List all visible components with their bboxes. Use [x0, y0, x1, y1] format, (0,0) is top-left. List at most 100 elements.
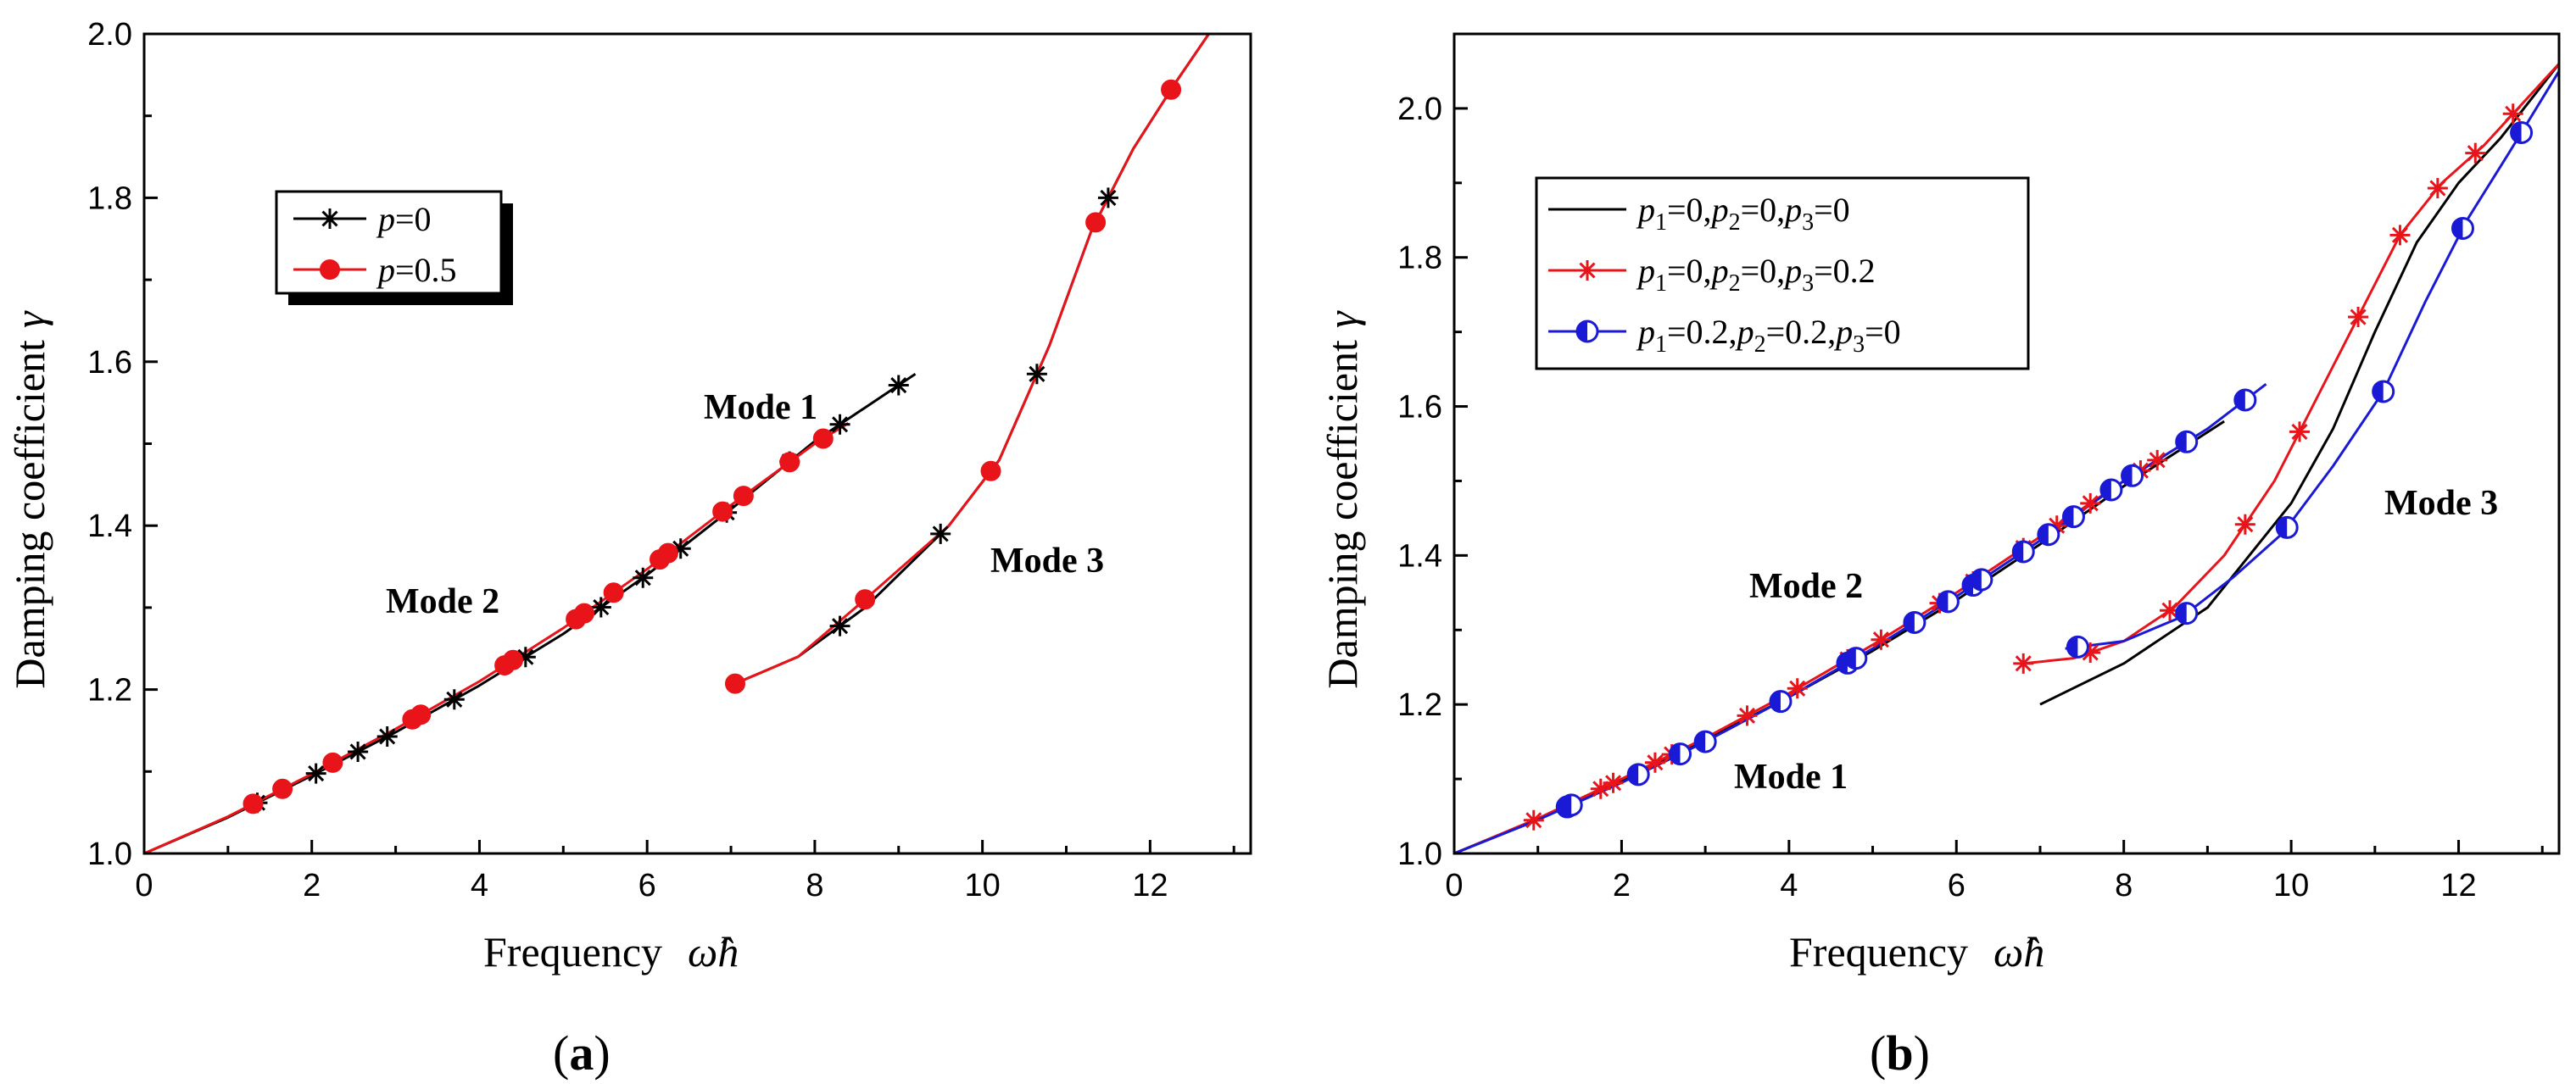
- b-series-3-point-8: [2465, 142, 2486, 164]
- b-series-4-point-15: [2099, 478, 2123, 502]
- b-y-tick-label-0: 1.0: [1397, 837, 1442, 872]
- a-series-1-point-2: [1026, 364, 1047, 385]
- a-series-3-point-1: [855, 589, 876, 610]
- a-x-tick-label-1: 2: [303, 868, 321, 903]
- legend-a-marker-1: [320, 259, 340, 280]
- a-series-3-point-2: [980, 460, 1001, 481]
- b-series-4-point-16: [2121, 464, 2144, 487]
- a-series-line-3: [730, 34, 1210, 687]
- b-series-2-point-15: [2147, 449, 2168, 470]
- a-series-2-point-2: [322, 752, 343, 773]
- x-axis-label-b: Frequency ω̂h: [1789, 928, 2044, 976]
- a-x-tick-label-3: 6: [638, 868, 656, 903]
- b-x-tick-label-1: 2: [1613, 868, 1631, 903]
- a-x-tick-label-2: 4: [471, 868, 488, 903]
- a-series-2-point-13: [733, 486, 754, 507]
- a-y-tick-label-5: 2.0: [87, 17, 132, 53]
- legend-b-marker-2: [1575, 320, 1599, 343]
- a-y-tick-label-2: 1.4: [87, 509, 132, 544]
- plot-frame-a: [142, 32, 1252, 855]
- a-series-2-point-8: [574, 603, 595, 624]
- b-series-2-point-12: [2046, 515, 2067, 536]
- a-series-2-point-1: [272, 778, 293, 799]
- b-series-3-point-9: [2502, 103, 2523, 125]
- a-series-3-point-4: [1161, 79, 1182, 100]
- b-series-5-point-4: [2451, 216, 2474, 240]
- b-series-4-point-9: [1936, 590, 1960, 614]
- a-series-2-point-9: [603, 582, 624, 603]
- a-series-3-point-0: [724, 673, 745, 694]
- panel-label-b: (b): [1870, 1026, 1930, 1081]
- a-series-0-point-8: [670, 538, 691, 559]
- x-axis-label-a: Frequency ω̂h: [483, 928, 739, 976]
- a-x-tick-label-5: 10: [964, 868, 1000, 903]
- a-series-line-1: [730, 34, 1210, 687]
- b-x-tick-label-3: 6: [1948, 868, 1965, 903]
- b-series-line-4: [1454, 382, 2267, 853]
- legend-b: p1=0,p2=0,p3=0 p1=0,p2=0,p3=0.2 p1=0.2,p2=…: [1535, 176, 2030, 370]
- legend-a: p=0 p=0.5: [275, 190, 513, 305]
- legend-b-label-2: p1=0.2,p2=0.2,p3=0: [1636, 313, 1901, 358]
- b-y-tick-label-3: 1.6: [1397, 390, 1442, 425]
- a-series-2-point-0: [243, 793, 264, 814]
- legend-b-label-0: p1=0,p2=0,p3=0: [1636, 191, 1850, 236]
- b-series-line-1: [2039, 63, 2559, 706]
- a-series-2-point-11: [657, 542, 678, 564]
- b-series-5-point-2: [2275, 515, 2299, 539]
- b-series-line-3: [2023, 63, 2559, 665]
- b-series-line-5: [2065, 70, 2559, 650]
- b-y-tick-label-4: 1.8: [1397, 241, 1442, 276]
- a-y-tick-label-4: 1.8: [87, 181, 132, 216]
- a-y-tick-label-3: 1.6: [87, 345, 132, 381]
- b-series-3-point-2: [2159, 600, 2180, 621]
- b-series-4-point-2: [1626, 763, 1650, 787]
- plot-frame-b: [1452, 32, 2561, 855]
- b-series-5-point-0: [2066, 635, 2089, 659]
- legend-a-marker-0: [320, 208, 340, 229]
- a-x-tick-label-4: 8: [806, 868, 823, 903]
- b-x-tick-label-6: 12: [2440, 868, 2476, 903]
- a-series-0-point-11: [829, 414, 850, 435]
- a-series-0-point-4: [443, 689, 465, 710]
- a-series-2-point-12: [712, 501, 733, 522]
- b-series-5-point-3: [2372, 380, 2395, 403]
- b-series-4-point-4: [1693, 730, 1717, 753]
- legend-a-label-0: p=0: [376, 200, 432, 238]
- a-series-0-point-2: [348, 741, 369, 762]
- b-series-4-point-1: [1559, 793, 1583, 817]
- b-series-4-point-3: [1669, 742, 1692, 766]
- b-x-tick-label-4: 8: [2115, 868, 2133, 903]
- a-series-line-0: [144, 373, 917, 853]
- b-series-4-point-14: [2061, 505, 2085, 529]
- a-y-tick-label-1: 1.2: [87, 673, 132, 709]
- a-series-0-point-6: [590, 597, 611, 618]
- b-series-3-point-4: [2289, 421, 2310, 442]
- a-x-tick-label-6: 12: [1132, 868, 1168, 903]
- a-series-1-point-0: [829, 615, 850, 637]
- a-series-0-point-1: [305, 763, 326, 784]
- a-series-0-point-7: [633, 567, 654, 588]
- b-y-tick-label-5: 2.0: [1397, 92, 1442, 127]
- a-series-2-point-14: [779, 452, 800, 473]
- b-series-2-point-6: [1787, 678, 1808, 699]
- panel-label-a: (a): [553, 1026, 611, 1081]
- b-series-4-point-7: [1844, 647, 1868, 670]
- b-series-3-point-1: [2080, 642, 2101, 663]
- b-series-4-point-18: [2233, 388, 2257, 412]
- annotation-mode1-a: Mode 1: [704, 388, 817, 427]
- b-series-4-point-13: [2037, 523, 2060, 547]
- a-series-3-point-3: [1085, 212, 1107, 233]
- a-series-0-point-3: [376, 726, 398, 748]
- b-series-3-point-3: [2234, 514, 2255, 535]
- a-x-tick-label-0: 0: [135, 868, 153, 903]
- a-series-1-point-3: [1097, 187, 1118, 208]
- a-series-2-point-15: [812, 428, 834, 449]
- b-series-3-point-0: [2013, 653, 2034, 674]
- a-series-2-point-6: [503, 649, 523, 670]
- a-series-2-point-4: [410, 704, 432, 725]
- annotation-mode1-b: Mode 1: [1734, 758, 1848, 797]
- b-series-2-point-5: [1737, 705, 1758, 726]
- b-series-4-point-11: [1970, 568, 1993, 592]
- annotation-mode2-a: Mode 2: [386, 582, 499, 621]
- y-axis-label-b: Damping coefficientγ: [1319, 310, 1366, 688]
